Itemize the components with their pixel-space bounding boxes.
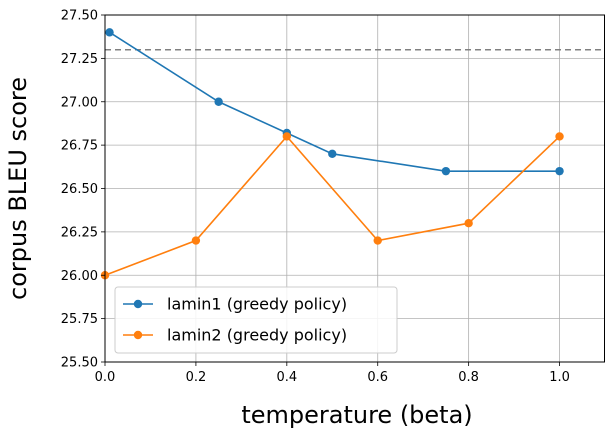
series-line-1 <box>109 31 560 172</box>
legend-marker-2 <box>133 330 143 340</box>
x-tick-label: 1.0 <box>549 370 570 385</box>
x-tick-label: 0.2 <box>186 370 207 385</box>
series-1-point <box>214 97 223 106</box>
series-1-point <box>328 149 337 158</box>
y-tick-label: 26.50 <box>61 182 98 197</box>
legend-box <box>114 286 398 354</box>
y-tick-label: 26.25 <box>61 225 98 240</box>
y-tick-label: 26.00 <box>61 269 98 284</box>
x-tick-label: 0.4 <box>276 370 297 385</box>
series-1-point <box>441 166 451 176</box>
legend: lamin1 (greedy policy) lamin2 (greedy pol… <box>114 286 398 354</box>
legend-marker-1 <box>133 299 143 309</box>
y-tick-label: 25.50 <box>61 356 98 371</box>
series-2-point <box>191 236 201 245</box>
x-tick-label: 0.6 <box>367 370 388 385</box>
series-2-point <box>373 236 382 245</box>
legend-label-2: lamin2 (greedy policy) <box>167 326 347 345</box>
x-tick-label: 0.8 <box>458 370 479 385</box>
grid-lines <box>104 14 605 363</box>
series-1-point <box>555 166 564 176</box>
y-tick-label: 27.25 <box>61 52 98 67</box>
series-2-point <box>464 219 473 228</box>
series-layer <box>100 28 564 280</box>
y-tick-label: 27.50 <box>61 9 98 24</box>
x-tick-label: 0.0 <box>95 370 116 385</box>
y-tick-label: 26.75 <box>61 139 98 154</box>
y-tick-label: 27.00 <box>61 95 98 110</box>
legend-label-1: lamin1 (greedy policy) <box>167 295 347 314</box>
y-tick-label: 25.75 <box>61 312 98 327</box>
series-line-2 <box>104 135 561 276</box>
series-2-point <box>555 132 564 141</box>
x-axis-label: temperature (beta) <box>241 401 472 429</box>
y-axis-label: corpus BLEU score <box>4 77 32 300</box>
series-2-point <box>282 132 292 141</box>
ticks: 0.0 0.2 0.4 0.6 0.8 1.0 25.50 25.75 26.00 26.25 26… <box>61 9 570 386</box>
series-1-point <box>105 28 114 37</box>
